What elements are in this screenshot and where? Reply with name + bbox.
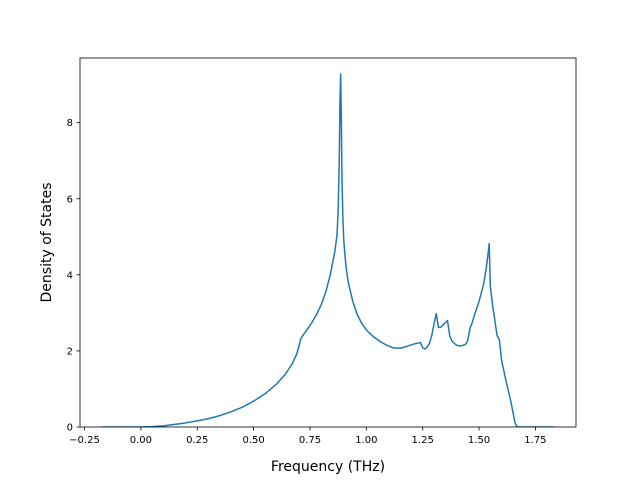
y-tick-label: 2: [67, 346, 73, 357]
x-tick-label: 0.50: [242, 435, 264, 446]
y-tick-label: 4: [67, 270, 73, 281]
series-line-0: [102, 73, 554, 427]
x-axis: −0.25 0.00 0.25 0.50 0.75 1.00 1.25 1.50 1.75: [69, 427, 547, 446]
x-tick-label: 1.75: [524, 435, 546, 446]
y-axis: 0 2 4 6 8: [67, 118, 80, 434]
x-tick-label: 1.50: [468, 435, 490, 446]
x-tick-label: 0.75: [299, 435, 321, 446]
y-tick-label: 8: [67, 118, 73, 129]
y-tick-label: 6: [67, 194, 73, 205]
x-tick-label: 1.25: [412, 435, 434, 446]
x-axis-label: Frequency (THz): [271, 459, 385, 475]
x-tick-label: −0.25: [69, 435, 100, 446]
x-tick-label: 0.25: [186, 435, 208, 446]
axes-frame: [79, 57, 577, 428]
x-tick-label: 0.00: [130, 435, 152, 446]
y-tick-label: 0: [67, 423, 73, 434]
x-tick-label: 1.00: [355, 435, 377, 446]
y-axis-label: Density of States: [39, 183, 55, 303]
plot-area: [79, 57, 577, 428]
